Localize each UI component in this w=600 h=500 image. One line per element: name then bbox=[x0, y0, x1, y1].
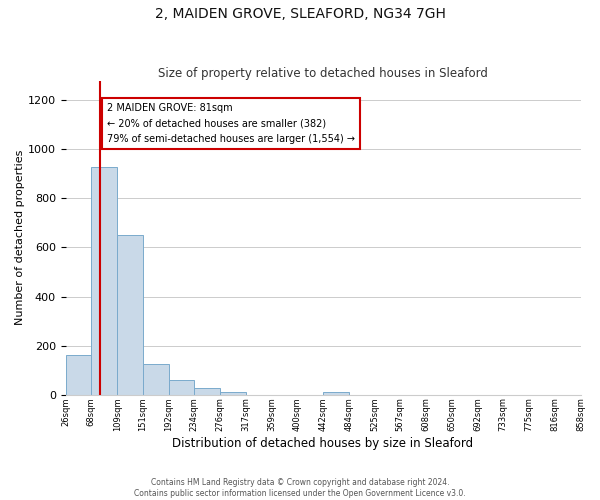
X-axis label: Distribution of detached houses by size in Sleaford: Distribution of detached houses by size … bbox=[173, 437, 473, 450]
Bar bbox=[117, 235, 143, 394]
Bar bbox=[65, 356, 91, 395]
Text: Contains HM Land Registry data © Crown copyright and database right 2024.
Contai: Contains HM Land Registry data © Crown c… bbox=[134, 478, 466, 498]
Bar bbox=[143, 364, 169, 394]
Bar bbox=[169, 380, 194, 394]
Title: Size of property relative to detached houses in Sleaford: Size of property relative to detached ho… bbox=[158, 66, 488, 80]
Bar bbox=[323, 392, 349, 394]
Bar bbox=[91, 166, 117, 394]
Bar bbox=[220, 392, 246, 394]
Text: 2 MAIDEN GROVE: 81sqm
← 20% of detached houses are smaller (382)
79% of semi-det: 2 MAIDEN GROVE: 81sqm ← 20% of detached … bbox=[107, 102, 355, 144]
Y-axis label: Number of detached properties: Number of detached properties bbox=[15, 150, 25, 326]
Bar bbox=[194, 388, 220, 394]
Text: 2, MAIDEN GROVE, SLEAFORD, NG34 7GH: 2, MAIDEN GROVE, SLEAFORD, NG34 7GH bbox=[155, 8, 445, 22]
